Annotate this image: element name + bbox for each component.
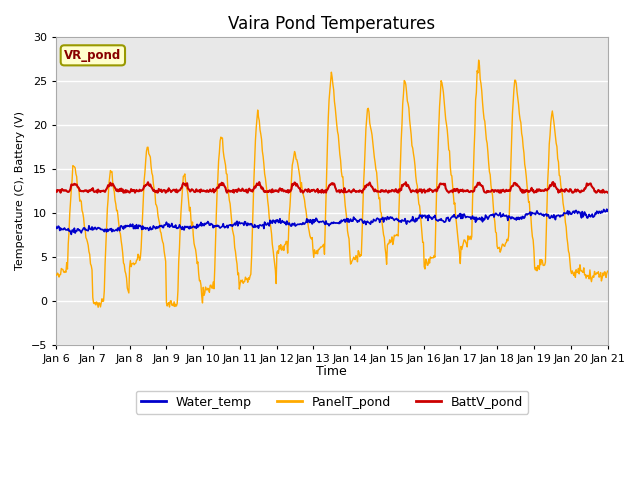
Title: Vaira Pond Temperatures: Vaira Pond Temperatures: [228, 15, 435, 33]
Legend: Water_temp, PanelT_pond, BattV_pond: Water_temp, PanelT_pond, BattV_pond: [136, 391, 528, 414]
Y-axis label: Temperature (C), Battery (V): Temperature (C), Battery (V): [15, 111, 25, 270]
X-axis label: Time: Time: [316, 365, 347, 378]
Text: VR_pond: VR_pond: [64, 49, 122, 62]
